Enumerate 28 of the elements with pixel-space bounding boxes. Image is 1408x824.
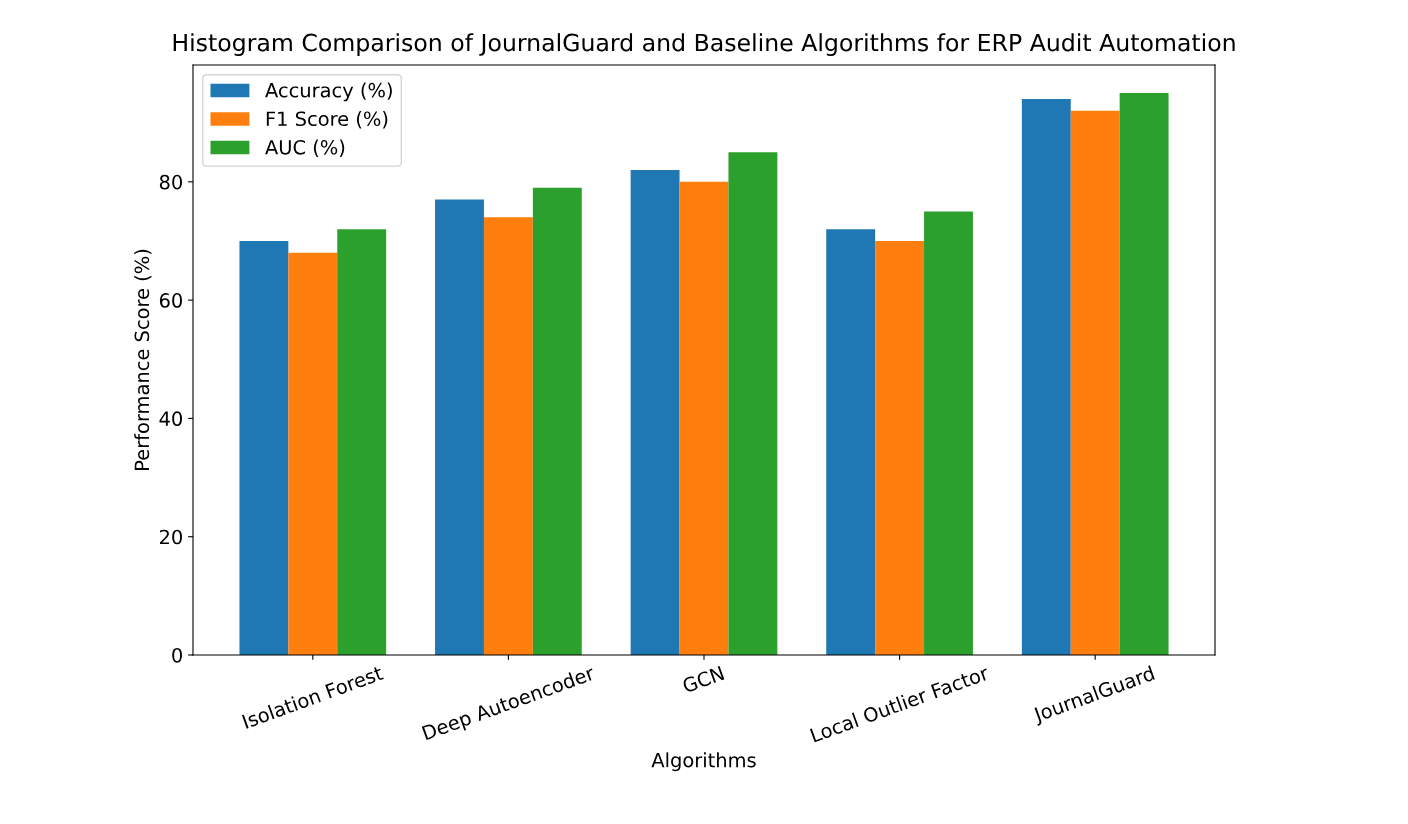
y-tick-label: 80 (159, 174, 182, 190)
y-tick-label: 60 (159, 293, 182, 308)
bar (1021, 99, 1071, 655)
legend-label: AUC (%) (265, 139, 345, 157)
chart-title: Histogram Comparison of JournalGuard and Baseline Algorithms for ERP Audit Automation (173, 33, 1235, 57)
bar (1070, 110, 1120, 655)
y-axis-title: Performance Score (%) (134, 249, 152, 470)
bar (239, 240, 289, 655)
bar (630, 169, 680, 655)
bar (679, 181, 729, 655)
y-tick-label: 40 (159, 411, 182, 427)
legend-label: Accuracy (%) (265, 82, 392, 102)
bar (337, 229, 387, 655)
bar (924, 211, 973, 655)
bar (435, 199, 484, 655)
y-tick-label: 0 (172, 647, 182, 663)
bar (1119, 93, 1169, 655)
x-axis-title: Algorithms (651, 752, 756, 772)
legend-label: F1 Score (%) (266, 111, 388, 129)
bar (288, 252, 338, 655)
bar (532, 187, 582, 655)
bar (875, 240, 925, 655)
bar (826, 229, 876, 655)
y-tick-label: 20 (159, 529, 182, 545)
x-tick-label: GCN (681, 665, 725, 694)
bar (728, 152, 778, 655)
x-tick-label: Local Outlier Factor (809, 664, 990, 743)
bar (483, 217, 533, 655)
